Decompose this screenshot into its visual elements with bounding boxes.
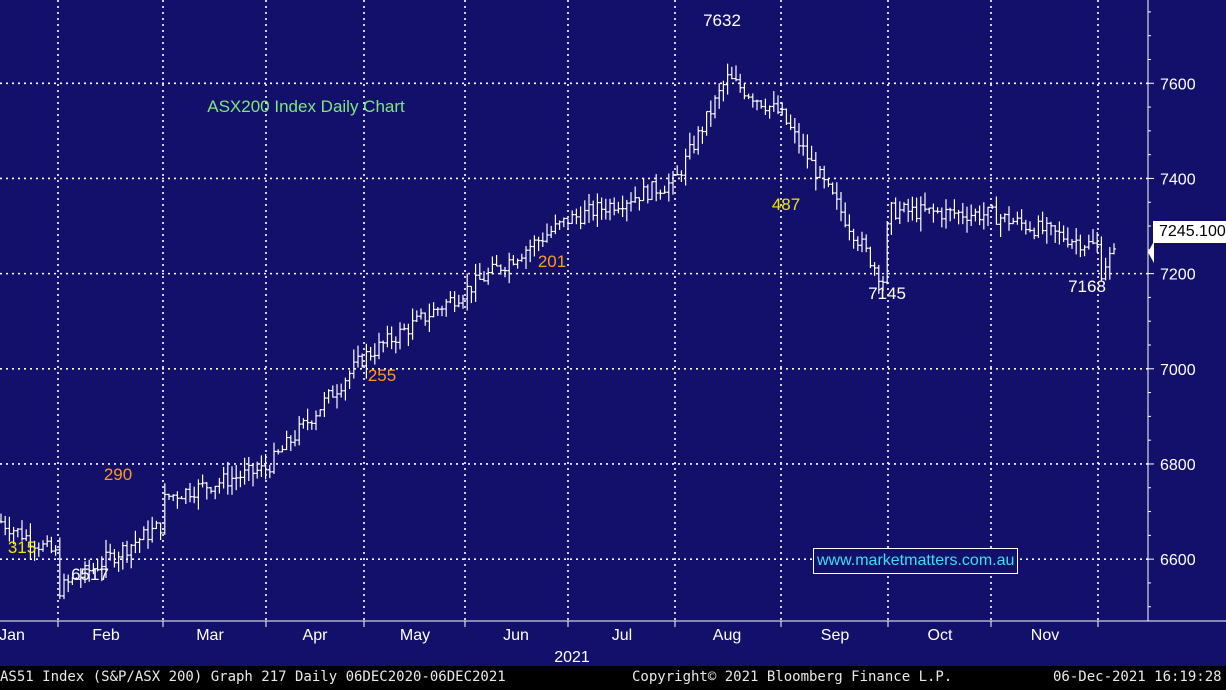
chart-title: ASX200 Index Daily Chart — [207, 97, 405, 116]
x-tick-label-jul: Jul — [612, 627, 632, 644]
annotation-peak-7632: 7632 — [703, 11, 741, 30]
footer-copyright: Copyright© 2021 Bloomberg Finance L.P. — [632, 669, 953, 685]
x-tick-label-feb: Feb — [92, 627, 120, 644]
y-axis-ticks: 6600 6800 7000 7200 7400 7600 — [1148, 11, 1196, 608]
ohlc-bars — [0, 63, 1116, 600]
annotation-low-7168: 7168 — [1068, 277, 1106, 296]
x-axis-year-label: 2021 — [554, 649, 590, 666]
y-tick-label-6600: 6600 — [1160, 552, 1196, 569]
x-tick-label-mar: Mar — [196, 627, 224, 644]
y-tick-label-7400: 7400 — [1160, 171, 1196, 188]
footer-timestamp: 06-Dec-2021 16:19:28 — [1053, 669, 1222, 685]
y-tick-label-7600: 7600 — [1160, 76, 1196, 93]
grid-lines — [0, 0, 1148, 621]
annotation-move-201: 201 — [538, 252, 566, 271]
x-tick-label-oct: Oct — [928, 627, 953, 644]
x-tick-label-aug: Aug — [713, 627, 741, 644]
annotation-move-315: 315 — [8, 538, 36, 557]
footer-security-info: AS51 Index (S&P/ASX 200) Graph 217 Daily… — [0, 669, 506, 685]
footer-bar: AS51 Index (S&P/ASX 200) Graph 217 Daily… — [0, 666, 1226, 690]
y-tick-label-7000: 7000 — [1160, 362, 1196, 379]
y-tick-label-7200: 7200 — [1160, 267, 1196, 284]
x-axis-background — [0, 621, 1226, 666]
x-tick-label-jan: Jan — [0, 627, 25, 644]
x-tick-label-apr: Apr — [303, 627, 329, 644]
x-tick-label-jun: Jun — [503, 627, 529, 644]
x-tick-label-nov: Nov — [1031, 627, 1059, 644]
x-axis-ticks: Jan Feb Mar Apr May Jun Jul Aug Sep Oct Nov — [0, 621, 1099, 644]
y-tick-label-6800: 6800 — [1160, 457, 1196, 474]
annotation-low-6517: 6517 — [71, 565, 109, 584]
annotation-move-290: 290 — [104, 465, 132, 484]
last-price-pointer — [1148, 241, 1154, 264]
x-tick-label-sep: Sep — [821, 627, 850, 644]
price-chart: 6600 6800 7000 7200 7400 7600 Jan Feb Mar Apr May… — [0, 0, 1226, 666]
axis-background — [1148, 0, 1226, 621]
annotation-move-487: 487 — [772, 195, 800, 214]
x-tick-label-may: May — [400, 627, 430, 644]
website-watermark: www.marketmatters.com.au — [813, 548, 1019, 574]
annotation-move-255: 255 — [368, 366, 396, 385]
annotation-low-7145: 7145 — [868, 284, 906, 303]
plot-background — [0, 0, 1148, 621]
last-price-tag: 7245.100 — [1153, 221, 1226, 243]
